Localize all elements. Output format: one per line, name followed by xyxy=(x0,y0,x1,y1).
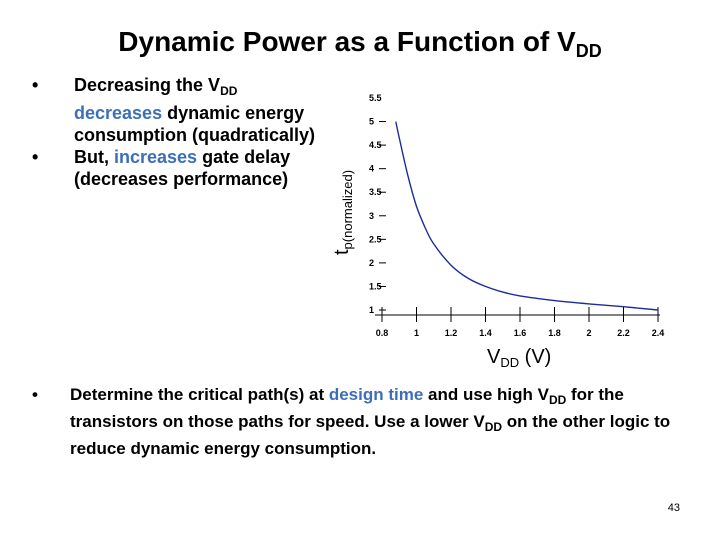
y-tick-label: 1 xyxy=(369,305,374,315)
bullet-item: • Decreasing the VDD decreases dynamic en… xyxy=(30,74,330,146)
bullet-dot: • xyxy=(32,75,39,95)
bullet-text: But, increases gate delay (decreases per… xyxy=(74,147,291,189)
x-tick-label: 2.2 xyxy=(617,328,630,338)
x-axis-ticks: 0.8 1 1.2 1.4 1.6 1.8 2 2.2 2.4 xyxy=(376,307,665,338)
highlight-text: decreases xyxy=(74,103,163,123)
x-tick-label: 2.4 xyxy=(652,328,665,338)
y-tick-label: 5 xyxy=(369,117,374,127)
highlight-text: increases xyxy=(114,147,198,167)
delay-curve xyxy=(395,121,659,311)
x-tick-label: 0.8 xyxy=(376,328,389,338)
bullet-text: Decreasing the VDD decreases dynamic ener… xyxy=(74,75,316,145)
y-tick-label: 1.5 xyxy=(369,281,382,291)
y-axis-ticks: 1 1.5 2 2.5 3 3.5 4 4.5 5 5.5 xyxy=(369,93,386,315)
highlight-text: design time xyxy=(328,385,424,404)
y-tick-label: 4 xyxy=(369,164,374,174)
bullet-dot: • xyxy=(32,385,38,404)
y-tick-label: 3 xyxy=(369,211,374,221)
x-axis-title: VDD (V) xyxy=(487,346,551,370)
y-tick-label: 2 xyxy=(369,258,374,268)
top-bullet-list: • Decreasing the VDD decreases dynamic en… xyxy=(30,74,330,190)
x-tick-label: 1.6 xyxy=(514,328,527,338)
y-tick-label: 2.5 xyxy=(369,234,382,244)
y-axis-title: tp(normalized) xyxy=(331,170,355,255)
y-tick-label: 3.5 xyxy=(369,187,382,197)
page-number: 43 xyxy=(667,502,680,514)
bullet-dot: • xyxy=(32,147,39,167)
bottom-bullet: • Determine the critical path(s) at desi… xyxy=(30,384,710,459)
slide-title: Dynamic Power as a Function of VDD xyxy=(118,26,602,61)
x-tick-label: 1 xyxy=(414,328,419,338)
bullet-item: • But, increases gate delay (decreases p… xyxy=(30,146,330,190)
x-tick-label: 1.4 xyxy=(479,328,492,338)
y-tick-label: 4.5 xyxy=(369,140,382,150)
x-tick-label: 1.2 xyxy=(445,328,458,338)
y-tick-label: 5.5 xyxy=(369,93,382,103)
bullet-text: Determine the critical path(s) at design… xyxy=(70,385,671,458)
x-tick-label: 1.8 xyxy=(548,328,561,338)
x-tick-label: 2 xyxy=(586,328,591,338)
